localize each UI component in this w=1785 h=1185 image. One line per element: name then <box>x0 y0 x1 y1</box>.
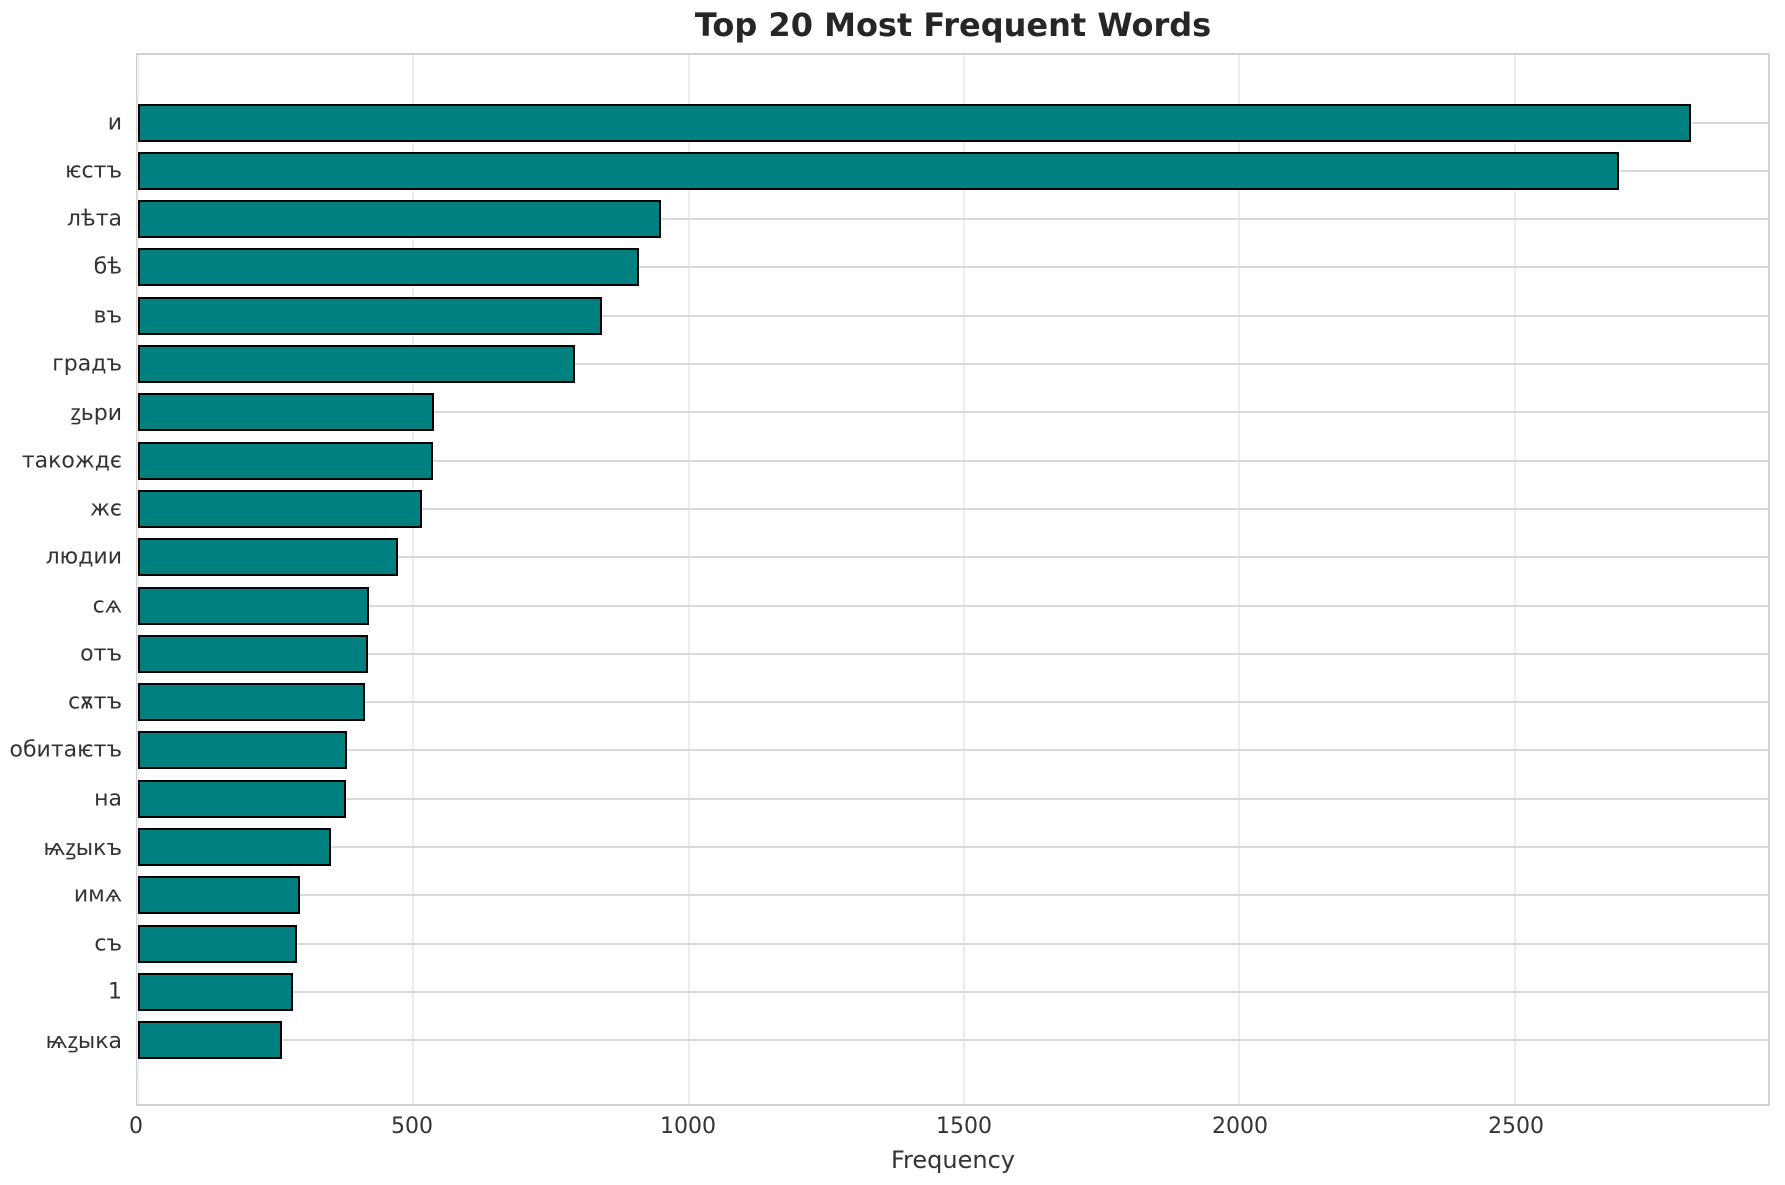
gridline-y <box>138 604 1768 607</box>
gridline-y <box>138 845 1768 848</box>
bar-row <box>138 195 1768 243</box>
bar-row <box>138 871 1768 919</box>
gridline-y <box>138 556 1768 559</box>
y-tick-label: отъ <box>80 641 122 667</box>
bar-row <box>138 98 1768 146</box>
y-tick-label: ѥстъ <box>65 158 122 184</box>
y-tick-label: людии <box>45 544 122 570</box>
bar-row <box>138 678 1768 726</box>
bar-ꙁьри <box>138 393 435 432</box>
plot-area: и ѥстъ лѣта бѣ въ градъ ꙁьри такождє жє людии сѧ от… <box>10 53 1770 1106</box>
gridline-y <box>138 266 1768 269</box>
bar-row <box>138 533 1768 581</box>
bar-обитаѥтъ <box>138 731 347 770</box>
x-tick-label: 0 <box>129 1114 143 1139</box>
bar-въ <box>138 296 603 335</box>
x-tick-label: 1000 <box>660 1114 717 1139</box>
bar-row <box>138 1016 1768 1064</box>
x-axis-ticks: 0 500 1000 1500 2000 2500 <box>129 1114 1770 1144</box>
gridline-y <box>138 314 1768 317</box>
bar-жє <box>138 489 422 528</box>
y-tick-label: бѣ <box>93 254 122 280</box>
gridline-y <box>138 894 1768 897</box>
bar-row <box>138 292 1768 340</box>
bar-rows <box>138 55 1768 1104</box>
gridline-x-1500 <box>963 55 965 1104</box>
bar-row <box>138 968 1768 1016</box>
bar-ѩꙁыкъ <box>138 827 332 866</box>
gridline-y <box>138 701 1768 704</box>
y-tick-label: на <box>94 786 122 812</box>
x-tick-label: 2500 <box>1488 1114 1545 1139</box>
y-tick-label: и <box>107 110 122 136</box>
x-axis-label: Frequency <box>891 1146 1015 1174</box>
bar-людии <box>138 538 399 577</box>
gridline-y <box>138 652 1768 655</box>
gridline-y <box>138 507 1768 510</box>
bar-1 <box>138 972 294 1011</box>
bar-съ <box>138 924 298 963</box>
gridline-x-2000 <box>1238 55 1241 1104</box>
bar-имѧ <box>138 876 301 915</box>
y-tick-label: ꙁьри <box>70 401 122 427</box>
bar-row <box>138 340 1768 388</box>
bar-сѫтъ <box>138 683 365 722</box>
y-tick-label: въ <box>93 303 122 329</box>
bar-и <box>138 103 1691 142</box>
y-tick-label: имѧ <box>73 882 122 908</box>
gridline-y <box>138 459 1768 462</box>
bar-row <box>138 581 1768 629</box>
y-tick-label: сѫтъ <box>68 689 122 715</box>
bar-градъ <box>138 345 575 384</box>
gridline-y <box>138 363 1768 366</box>
bar-row <box>138 436 1768 484</box>
bar-row <box>138 823 1768 871</box>
gridline-y <box>138 749 1768 752</box>
gridline-x-1000 <box>687 55 690 1104</box>
bar-бѣ <box>138 248 640 287</box>
gridline-y <box>138 218 1768 221</box>
gridline-x-0 <box>137 55 139 1104</box>
bar-отъ <box>138 634 368 673</box>
chart-title: Top 20 Most Frequent Words <box>694 6 1212 44</box>
bar-row <box>138 485 1768 533</box>
y-tick-label: ѩꙁыкъ <box>43 836 122 862</box>
bar-row <box>138 388 1768 436</box>
y-tick-label: лѣта <box>66 206 122 232</box>
bar-на <box>138 779 347 818</box>
y-tick-label: градъ <box>52 351 122 377</box>
y-tick-label: такождє <box>21 448 122 474</box>
gridline-y <box>138 1039 1768 1042</box>
bar-ѩꙁыка <box>138 1021 282 1060</box>
bar-row <box>138 775 1768 823</box>
bar-row <box>138 630 1768 678</box>
y-tick-label: 1 <box>108 979 122 1005</box>
gridline-y <box>138 411 1768 414</box>
y-tick-label: жє <box>90 496 122 522</box>
bar-row <box>138 919 1768 967</box>
bar-сѧ <box>138 586 369 625</box>
bar-row <box>138 147 1768 195</box>
x-tick-label: 1500 <box>936 1114 993 1139</box>
gridline-x-2500 <box>1513 55 1516 1104</box>
bar-ѥстъ <box>138 151 1620 190</box>
bar-такождє <box>138 441 433 480</box>
bar-row <box>138 243 1768 291</box>
gridline-x-500 <box>412 55 415 1104</box>
gridline-y <box>138 942 1768 945</box>
x-tick-label: 2000 <box>1212 1114 1269 1139</box>
gridline-y <box>138 797 1768 800</box>
y-tick-label: сѧ <box>92 593 122 619</box>
x-tick-label: 500 <box>391 1114 433 1139</box>
y-tick-label: съ <box>94 931 122 957</box>
bar-row <box>138 726 1768 774</box>
y-tick-label: обитаѥтъ <box>9 737 122 763</box>
y-tick-label: ѩꙁыка <box>45 1029 122 1055</box>
bar-лѣта <box>138 200 662 239</box>
gridline-y <box>138 990 1768 993</box>
